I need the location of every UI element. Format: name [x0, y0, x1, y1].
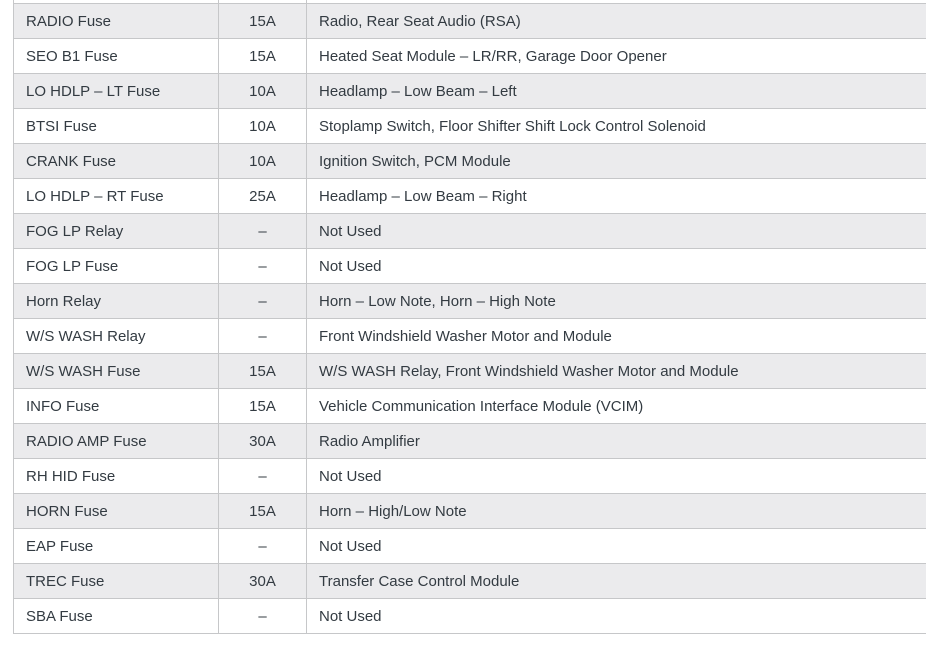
table-row: HORN Fuse 15A Horn – High/Low Note [14, 494, 926, 529]
fuse-amps-cell: 25A [219, 179, 307, 213]
table-row: BTSI Fuse 10A Stoplamp Switch, Floor Shift… [14, 109, 926, 144]
table-row: FOG LP Fuse – Not Used [14, 249, 926, 284]
table-row: SEO B1 Fuse 15A Heated Seat Module – LR/RR… [14, 39, 926, 74]
fuse-amps-cell: – [219, 459, 307, 493]
table-row: LO HDLP – RT Fuse 25A Headlamp – Low Beam … [14, 179, 926, 214]
fuse-description-cell: Headlamp – Low Beam – Left [319, 82, 517, 100]
fuse-name-cell: SBA Fuse [14, 599, 219, 633]
table-row: W/S WASH Relay – Front Windshield Washer M… [14, 319, 926, 354]
fuse-description-cell: Vehicle Communication Interface Module (… [319, 397, 644, 415]
fuse-amps-cell: – [219, 284, 307, 318]
fuse-name-cell: SEO B1 Fuse [14, 39, 219, 73]
fuse-description-cell: Not Used [319, 537, 382, 555]
fuse-description-cell: Heated Seat Module – LR/RR, Garage Door … [319, 47, 667, 65]
fuse-description-cell: Radio Amplifier [319, 432, 420, 450]
fuse-amps-cell: – [219, 529, 307, 563]
fuse-amps-cell: 15A [219, 39, 307, 73]
fuse-amps-cell: 30A [219, 564, 307, 598]
fuse-name-cell: FOG LP Fuse [14, 249, 219, 283]
table-row: TREC Fuse 30A Transfer Case Control Module [14, 564, 926, 599]
table-row: INFO Fuse 15A Vehicle Communication Interf… [14, 389, 926, 424]
fuse-amps-cell: – [219, 249, 307, 283]
fuse-description-cell: Not Used [319, 467, 382, 485]
fuse-amps-cell: 30A [219, 424, 307, 458]
table-row: W/S WASH Fuse 15A W/S WASH Relay, Front Wi… [14, 354, 926, 389]
fuse-name-cell: TREC Fuse [14, 564, 219, 598]
fuse-description-cell: Not Used [319, 222, 382, 240]
fuse-amps-cell: 10A [219, 144, 307, 178]
fuse-name-cell: LO HDLP – LT Fuse [14, 74, 219, 108]
fuse-description-cell: Radio, Rear Seat Audio (RSA) [319, 12, 521, 30]
fuse-description-cell [307, 0, 926, 3]
fuse-amps-cell: – [219, 214, 307, 248]
fuse-name-cell: LO HDLP – RT Fuse [14, 179, 219, 213]
fuse-name-cell: CRANK Fuse [14, 144, 219, 178]
fuse-name-cell: Horn Relay [14, 284, 219, 318]
fuse-description-cell: Front Windshield Washer Motor and Module [319, 327, 612, 345]
fuse-name-cell: W/S WASH Relay [14, 319, 219, 353]
table-row-clipped [14, 0, 926, 4]
table-row: RH HID Fuse – Not Used [14, 459, 926, 494]
fuse-description-cell: Not Used [319, 607, 382, 625]
fuse-description-cell: Ignition Switch, PCM Module [319, 152, 511, 170]
fuse-name-cell: HORN Fuse [14, 494, 219, 528]
fuse-name-cell: FOG LP Relay [14, 214, 219, 248]
fuse-table-body: RADIO Fuse 15A Radio, Rear Seat Audio (RSA… [14, 4, 926, 634]
table-row: SBA Fuse – Not Used [14, 599, 926, 634]
fuse-amps-cell: 10A [219, 74, 307, 108]
fuse-name-cell: EAP Fuse [14, 529, 219, 563]
table-row: LO HDLP – LT Fuse 10A Headlamp – Low Beam … [14, 74, 926, 109]
fuse-name-cell [14, 0, 219, 3]
fuse-description-cell: Headlamp – Low Beam – Right [319, 187, 527, 205]
table-row: Horn Relay – Horn – Low Note, Horn – High … [14, 284, 926, 319]
fuse-table: RADIO Fuse 15A Radio, Rear Seat Audio (RSA… [13, 0, 926, 634]
fuse-name-cell: INFO Fuse [14, 389, 219, 423]
fuse-name-cell: BTSI Fuse [14, 109, 219, 143]
fuse-name-cell: RADIO Fuse [14, 4, 219, 38]
fuse-name-cell: W/S WASH Fuse [14, 354, 219, 388]
fuse-name-cell: RH HID Fuse [14, 459, 219, 493]
fuse-amps-cell: – [219, 599, 307, 633]
fuse-name-cell: RADIO AMP Fuse [14, 424, 219, 458]
fuse-amps-cell: 15A [219, 494, 307, 528]
fuse-amps-cell: 10A [219, 109, 307, 143]
table-row: RADIO AMP Fuse 30A Radio Amplifier [14, 424, 926, 459]
fuse-description-cell: Horn – Low Note, Horn – High Note [319, 292, 556, 310]
fuse-description-cell: W/S WASH Relay, Front Windshield Washer … [319, 362, 739, 380]
fuse-amps-cell: – [219, 319, 307, 353]
fuse-description-cell: Stoplamp Switch, Floor Shifter Shift Loc… [319, 117, 706, 135]
fuse-description-cell: Transfer Case Control Module [319, 572, 520, 590]
table-row: RADIO Fuse 15A Radio, Rear Seat Audio (RSA… [14, 4, 926, 39]
fuse-amps-cell: 15A [219, 389, 307, 423]
fuse-description-cell: Horn – High/Low Note [319, 502, 467, 520]
table-row: CRANK Fuse 10A Ignition Switch, PCM Module [14, 144, 926, 179]
fuse-description-cell: Not Used [319, 257, 382, 275]
table-row: FOG LP Relay – Not Used [14, 214, 926, 249]
fuse-amps-cell: 15A [219, 354, 307, 388]
fuse-amps-cell: 15A [219, 4, 307, 38]
table-row: EAP Fuse – Not Used [14, 529, 926, 564]
fuse-amps-cell [219, 0, 307, 3]
